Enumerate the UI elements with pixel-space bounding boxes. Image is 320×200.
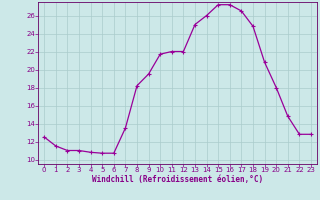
X-axis label: Windchill (Refroidissement éolien,°C): Windchill (Refroidissement éolien,°C) [92,175,263,184]
